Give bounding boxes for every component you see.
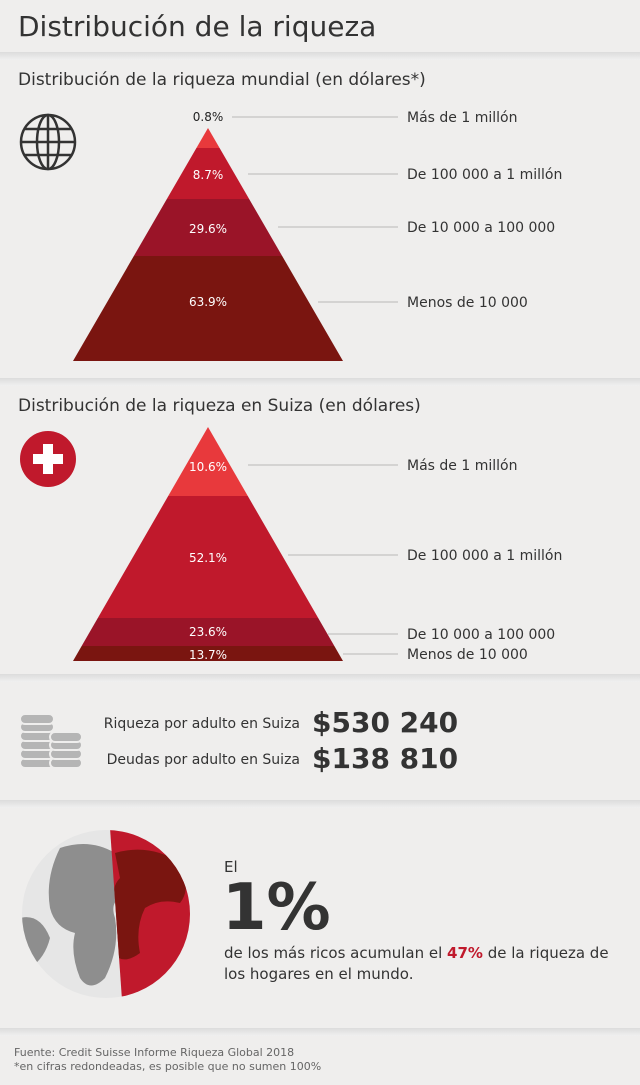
footnote-text: *en cifras redondeadas, es posible que n… [14,1060,322,1073]
world-subtitle: Distribución de la riqueza mundial (en d… [18,70,426,90]
top1-percent: 1% [222,871,331,945]
world-pct-2: 29.6% [189,222,227,236]
swiss-pct-0: 10.6% [189,460,227,474]
world-label-2: De 10 000 a 100 000 [407,220,555,236]
debt-value: $138 810 [312,742,459,775]
swiss-flag-icon [20,431,76,487]
world-band-3 [73,256,343,361]
world-label-1: De 100 000 a 1 millón [407,167,562,183]
debt-label: Deudas por adulto en Suiza [106,752,300,768]
world-band-0 [196,128,220,148]
source-text: Fuente: Credit Suisse Informe Riqueza Gl… [14,1046,295,1059]
swiss-subtitle: Distribución de la riqueza en Suiza (en … [18,396,421,416]
earth-icon [22,830,190,998]
top1-description: de los más ricos acumulan el 47% de la r… [224,943,624,985]
swiss-label-3: Menos de 10 000 [407,647,528,663]
world-pyramid-chart: 0.8% Más de 1 millón 8.7% De 100 000 a 1 mi… [73,110,562,361]
desc-pre: de los más ricos acumulan el [224,944,448,962]
swiss-pyramid-chart: 10.6% Más de 1 millón 52.1% De 100 000 a 1 … [73,427,562,663]
swiss-band-1 [97,496,319,618]
world-band-1 [166,148,250,199]
divider [0,1028,640,1036]
swiss-pct-3: 13.7% [189,648,227,662]
world-band-2 [133,199,283,256]
divider [0,378,640,386]
world-pct-0: 0.8% [193,110,224,124]
swiss-pct-2: 23.6% [189,625,227,639]
world-label-3: Menos de 10 000 [407,295,528,311]
swiss-pct-1: 52.1% [189,551,227,565]
divider [0,674,640,682]
swiss-band-0 [168,427,248,496]
desc-highlight: 47% [447,944,483,962]
swiss-band-3 [73,646,343,661]
divider [0,800,640,808]
coins-icon [19,714,83,769]
swiss-band-2 [81,618,335,646]
globe-icon [19,113,77,171]
top1-intro: El [224,858,238,876]
swiss-label-2: De 10 000 a 100 000 [407,627,555,643]
header-panel: Distribución de la riqueza [0,0,640,52]
swiss-section: Distribución de la riqueza en Suiza (en … [0,386,640,674]
world-pct-1: 8.7% [193,168,224,182]
page-title: Distribución de la riqueza [18,10,377,43]
wealth-label: Riqueza por adulto en Suiza [103,716,300,732]
world-pct-3: 63.9% [189,295,227,309]
swiss-label-0: Más de 1 millón [407,458,517,474]
swiss-label-1: De 100 000 a 1 millón [407,548,562,564]
wealth-value: $530 240 [312,706,459,739]
world-label-0: Más de 1 millón [407,110,517,126]
world-section: Distribución de la riqueza mundial (en d… [0,60,640,378]
divider [0,52,640,60]
desc-post: de la riqueza de los hogares en el mundo… [224,944,609,983]
